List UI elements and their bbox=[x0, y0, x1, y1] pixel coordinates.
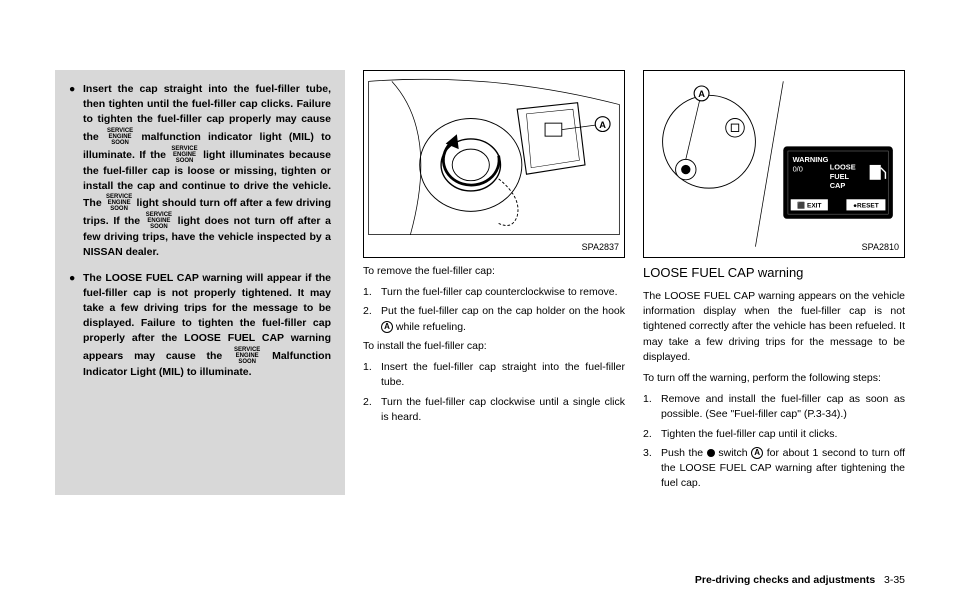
screen-trip: 0/0 bbox=[793, 164, 803, 173]
callout-a-label: A bbox=[599, 120, 606, 130]
section-heading: LOOSE FUEL CAP warning bbox=[643, 264, 905, 283]
screen-warning: WARNING bbox=[793, 155, 829, 164]
step-number: 2. bbox=[643, 427, 661, 442]
callout-a-ref: A bbox=[751, 447, 763, 459]
step-text: Tighten the fuel-filler cap until it cli… bbox=[661, 427, 905, 442]
step-number: 2. bbox=[363, 304, 381, 334]
list-item: 2. Tighten the fuel-filler cap until it … bbox=[643, 427, 905, 442]
figure-label: SPA2810 bbox=[862, 241, 899, 254]
bullet-item: ● The LOOSE FUEL CAP warning will appear… bbox=[69, 271, 331, 380]
step-text: Insert the fuel-filler cap straight into… bbox=[381, 360, 625, 390]
text: Push the bbox=[661, 447, 707, 459]
text: switch bbox=[715, 447, 751, 459]
footer-section: Pre-driving checks and adjustments bbox=[695, 574, 875, 586]
bullet-text-2: The LOOSE FUEL CAP warning will appear i… bbox=[83, 271, 331, 380]
step-number: 3. bbox=[643, 446, 661, 492]
figure-fuel-cap-remove: A SPA2837 bbox=[363, 70, 625, 258]
step-text: Push the switch A for about 1 second to … bbox=[661, 446, 905, 492]
list-item: 2. Put the fuel-filler cap on the cap ho… bbox=[363, 304, 625, 334]
svg-text:FUEL: FUEL bbox=[830, 172, 850, 181]
page-footer: Pre-driving checks and adjustments 3-35 bbox=[695, 574, 905, 586]
warning-display-illustration: A WARNING 0/0 LOOSE FUEL CAP ⬛ EXIT ●RES… bbox=[644, 71, 904, 257]
remove-intro: To remove the fuel-filler cap: bbox=[363, 264, 625, 279]
step-number: 1. bbox=[363, 285, 381, 300]
list-item: 1. Turn the fuel-filler cap counterclock… bbox=[363, 285, 625, 300]
warning-box: ● Insert the cap straight into the fuel-… bbox=[55, 70, 345, 495]
step-number: 1. bbox=[643, 392, 661, 422]
mil-icon: SERVICEENGINESOON bbox=[105, 194, 133, 212]
svg-text:A: A bbox=[698, 89, 705, 99]
paragraph: The LOOSE FUEL CAP warning appears on th… bbox=[643, 289, 905, 365]
mil-icon: SERVICEENGINESOON bbox=[145, 212, 173, 230]
bullet-item: ● Insert the cap straight into the fuel-… bbox=[69, 82, 331, 261]
mil-icon: SERVICEENGINESOON bbox=[106, 128, 134, 146]
figure-loose-fuel-cap-warning: A WARNING 0/0 LOOSE FUEL CAP ⬛ EXIT ●RES… bbox=[643, 70, 905, 258]
install-steps: 1. Insert the fuel-filler cap straight i… bbox=[363, 360, 625, 425]
step-text: Turn the fuel-filler cap clockwise until… bbox=[381, 395, 625, 425]
list-item: 1. Remove and install the fuel-filler ca… bbox=[643, 392, 905, 422]
list-item: 3. Push the switch A for about 1 second … bbox=[643, 446, 905, 492]
remove-steps: 1. Turn the fuel-filler cap counterclock… bbox=[363, 285, 625, 335]
text: Put the fuel-filler cap on the cap holde… bbox=[381, 305, 625, 317]
bullet-dot: ● bbox=[69, 271, 83, 380]
svg-text:CAP: CAP bbox=[830, 181, 846, 190]
step-text: Turn the fuel-filler cap counterclockwis… bbox=[381, 285, 625, 300]
screen-loose: LOOSE bbox=[830, 163, 856, 172]
column-3: A WARNING 0/0 LOOSE FUEL CAP ⬛ EXIT ●RES… bbox=[643, 70, 905, 495]
install-intro: To install the fuel-filler cap: bbox=[363, 339, 625, 354]
step-text: Remove and install the fuel-filler cap a… bbox=[661, 392, 905, 422]
warning-steps: 1. Remove and install the fuel-filler ca… bbox=[643, 392, 905, 491]
fuel-cap-illustration: A bbox=[364, 71, 624, 257]
bullet-dot: ● bbox=[69, 82, 83, 261]
column-2: A SPA2837 To remove the fuel-filler cap:… bbox=[363, 70, 625, 495]
paragraph: To turn off the warning, perform the fol… bbox=[643, 371, 905, 386]
figure-label: SPA2837 bbox=[582, 241, 619, 254]
mil-icon: SERVICEENGINESOON bbox=[170, 146, 198, 164]
button-dot-icon bbox=[707, 449, 715, 457]
list-item: 2. Turn the fuel-filler cap clockwise un… bbox=[363, 395, 625, 425]
mil-icon: SERVICEENGINESOON bbox=[233, 347, 261, 365]
list-item: 1. Insert the fuel-filler cap straight i… bbox=[363, 360, 625, 390]
svg-text:⬛ EXIT: ⬛ EXIT bbox=[797, 202, 821, 210]
bullet-text-1: Insert the cap straight into the fuel-fi… bbox=[83, 82, 331, 261]
step-text: Put the fuel-filler cap on the cap holde… bbox=[381, 304, 625, 334]
callout-a-ref: A bbox=[381, 321, 393, 333]
footer-page: 3-35 bbox=[884, 574, 905, 586]
svg-text:●RESET: ●RESET bbox=[853, 203, 879, 210]
step-number: 1. bbox=[363, 360, 381, 390]
text: The LOOSE FUEL CAP warning will appear i… bbox=[83, 272, 331, 362]
step-number: 2. bbox=[363, 395, 381, 425]
text: while refueling. bbox=[393, 321, 466, 333]
